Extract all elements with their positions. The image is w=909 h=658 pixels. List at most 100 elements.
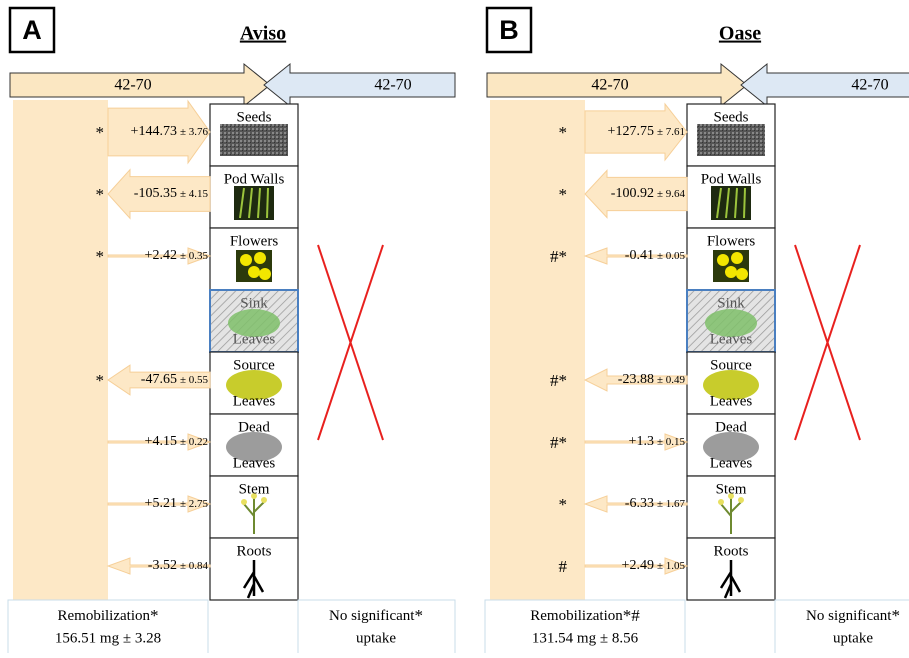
- organ-label: Sink: [240, 295, 268, 311]
- significance-mark: *: [150, 606, 159, 625]
- organ-label: Sink: [717, 295, 745, 311]
- organ-label: Leaves: [233, 331, 276, 347]
- stem-flower: [738, 497, 744, 503]
- organ-label: Leaves: [710, 393, 753, 409]
- flux-label: -3.52 ± 0.84: [148, 558, 209, 573]
- organ-cell: [686, 413, 776, 477]
- flux-label: -0.41 ± 0.05: [625, 248, 686, 263]
- flux-value: +2.42: [145, 248, 177, 263]
- flux-sd: ± 1.67: [657, 498, 686, 510]
- flux-sd: ± 0.15: [657, 436, 686, 448]
- organ-label: Stem: [716, 481, 747, 497]
- organ-label: Leaves: [233, 455, 276, 471]
- organ-label: Pod Walls: [224, 171, 285, 187]
- seeds-image: [220, 124, 288, 156]
- flower-petal: [254, 252, 266, 264]
- flux-arrow: [583, 495, 688, 513]
- sink-leaf-image: [705, 309, 757, 337]
- remobilization-text: Remobilization: [530, 608, 623, 624]
- remobilization-label: Remobilization*: [58, 606, 159, 625]
- flux-sd: ± 7.61: [657, 126, 685, 138]
- flux-value: -6.33: [625, 496, 654, 511]
- flux-sd: ± 0.05: [657, 250, 686, 262]
- flux-value: -105.35: [134, 186, 177, 201]
- organ-label: Roots: [713, 543, 748, 559]
- flux-arrow: [107, 168, 211, 220]
- organ-label: Roots: [236, 543, 271, 559]
- flower-petal: [736, 268, 748, 280]
- organ-label: Dead: [715, 419, 747, 435]
- uptake-line2: uptake: [356, 630, 396, 646]
- source-leaf-image: [703, 370, 759, 400]
- significance-mark: *: [891, 606, 900, 625]
- significance-mark: #: [559, 557, 568, 576]
- pod-line: [725, 187, 730, 219]
- flux-label: +1.3 ± 0.15: [629, 434, 686, 449]
- remobilization-bar: [13, 100, 108, 600]
- organ-label: Source: [710, 357, 752, 373]
- significance-mark: #*: [550, 371, 567, 390]
- flux-arrow: [107, 247, 212, 265]
- uptake-box: [297, 599, 456, 657]
- dead-leaf-image: [703, 432, 759, 462]
- roots-image: [719, 560, 742, 599]
- flux-arrow: [584, 102, 688, 162]
- flux-sd: ± 4.15: [180, 188, 209, 200]
- stem-flower: [718, 499, 724, 505]
- significance-mark: *: [559, 495, 568, 514]
- remobilization-label: Remobilization*#: [530, 606, 640, 625]
- period-arrow-left: [9, 62, 271, 108]
- period-arrow-right: [740, 62, 909, 108]
- stem-image: [720, 498, 742, 534]
- uptake-line2: uptake: [833, 630, 873, 646]
- panel-title: Oase: [719, 23, 761, 45]
- period-arrow-left: [486, 62, 748, 108]
- flux-value: +4.15: [145, 434, 177, 449]
- significance-mark: *: [559, 185, 568, 204]
- flux-sd: ± 2.75: [180, 498, 209, 510]
- flux-sd: ± 0.84: [180, 560, 209, 572]
- dead-leaf-image: [226, 432, 282, 462]
- significance-mark: *#: [623, 606, 641, 625]
- panel-letter: B: [499, 15, 519, 45]
- flux-arrow: [583, 368, 688, 392]
- remobilization-amount: 131.54 mg ± 8.56: [532, 630, 639, 646]
- flux-value: -47.65: [141, 372, 177, 387]
- pod-line: [743, 187, 746, 219]
- panel: A Aviso 42-70 42-70 Seeds +144.73 ± 3.76 * Pod W…: [7, 6, 456, 657]
- flux-arrow: [107, 495, 212, 513]
- organ-label: Seeds: [714, 109, 749, 125]
- flux-value: +5.21: [145, 496, 177, 511]
- flux-value: -3.52: [148, 558, 177, 573]
- flux-arrow: [584, 433, 689, 451]
- period-label: 42-70: [591, 77, 628, 94]
- seeds-image: [697, 124, 765, 156]
- flux-arrow: [583, 247, 688, 265]
- panel: B Oase 42-70 42-70 Seeds +127.75 ± 7.61 * Pod Wa…: [484, 6, 909, 657]
- organ-label: Seeds: [237, 109, 272, 125]
- organ-label: Source: [233, 357, 275, 373]
- stem-flower: [251, 493, 257, 499]
- panel-title: Aviso: [240, 23, 286, 45]
- panel-letter-box: [8, 6, 56, 54]
- flux-label: -23.88 ± 0.49: [618, 372, 686, 387]
- organ-label: Leaves: [710, 331, 753, 347]
- sink-leaf-image: [228, 309, 280, 337]
- uptake-label: No significant*: [329, 606, 423, 625]
- panel-letter-box: [485, 6, 533, 54]
- flux-value: +144.73: [131, 124, 177, 139]
- flower-petal: [259, 268, 271, 280]
- organ-label: Dead: [238, 419, 270, 435]
- remobilization-text: Remobilization: [58, 608, 151, 624]
- organ-label: Stem: [239, 481, 270, 497]
- flux-value: +127.75: [608, 124, 654, 139]
- remobilization-box: [7, 599, 209, 657]
- flower-petal: [240, 254, 252, 266]
- stem-flower: [261, 497, 267, 503]
- source-leaf-image: [226, 370, 282, 400]
- flux-sd: ± 0.35: [180, 250, 209, 262]
- flower-petal: [717, 254, 729, 266]
- uptake-text: No significant: [806, 608, 892, 624]
- flux-label: +127.75 ± 7.61: [608, 124, 685, 139]
- organ-label: Flowers: [707, 233, 755, 249]
